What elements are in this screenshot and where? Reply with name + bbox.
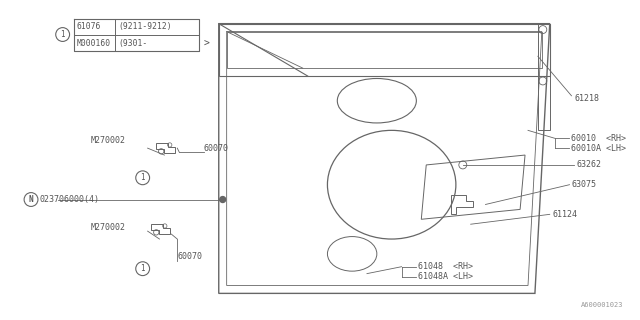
- Text: 60010A <LH>: 60010A <LH>: [572, 144, 627, 153]
- Text: 61218: 61218: [575, 94, 600, 103]
- Text: 023706000(4): 023706000(4): [40, 195, 100, 204]
- Text: M000160: M000160: [76, 39, 111, 48]
- Text: 63075: 63075: [572, 180, 596, 189]
- Text: 61124: 61124: [553, 210, 578, 219]
- Text: 1: 1: [140, 173, 145, 182]
- Text: 1: 1: [60, 30, 65, 39]
- Text: (9211-9212): (9211-9212): [118, 22, 172, 31]
- Text: 1: 1: [140, 264, 145, 273]
- Text: N: N: [29, 195, 33, 204]
- Text: >: >: [204, 38, 210, 48]
- Text: (9301-: (9301-: [118, 39, 147, 48]
- Text: 63262: 63262: [577, 160, 602, 170]
- Text: M270002: M270002: [90, 136, 125, 145]
- Text: 60070: 60070: [204, 144, 229, 153]
- Text: 61048  <RH>: 61048 <RH>: [419, 262, 474, 271]
- Text: 60070: 60070: [177, 252, 202, 261]
- Text: 61076: 61076: [76, 22, 101, 31]
- Circle shape: [220, 196, 226, 203]
- Text: A600001023: A600001023: [581, 302, 624, 308]
- Text: M270002: M270002: [90, 223, 125, 232]
- Text: 60010  <RH>: 60010 <RH>: [572, 134, 627, 143]
- Text: 61048A <LH>: 61048A <LH>: [419, 272, 474, 281]
